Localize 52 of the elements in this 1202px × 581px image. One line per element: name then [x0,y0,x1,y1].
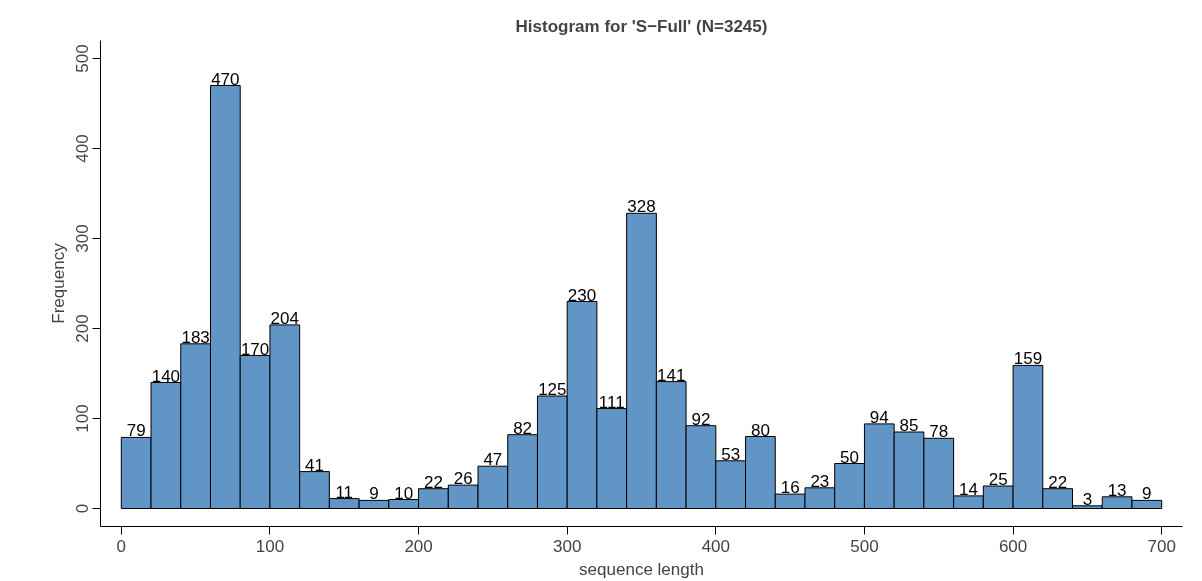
x-tick-label: 200 [404,536,433,556]
chart-title: Histogram for 'S−Full' (N=3245) [515,16,768,36]
data-label: 50 [840,447,860,467]
data-label: 25 [988,470,1008,489]
data-label: 13 [1107,480,1127,500]
data-label: 92 [691,409,711,429]
data-label: 79 [126,421,146,441]
data-label: 10 [394,483,414,503]
x-axis-title: sequence length [579,559,704,579]
y-tick-label: 400 [72,134,92,163]
data-label: 41 [305,455,324,475]
data-label: 170 [240,339,270,359]
x-tick-label: 300 [553,536,582,556]
data-label: 9 [1142,484,1152,504]
data-label: 85 [899,416,919,435]
data-label: 23 [810,471,830,491]
data-label: 47 [483,450,503,470]
data-label: 26 [453,469,473,489]
data-label: 80 [750,420,770,440]
data-label: 125 [538,380,567,399]
data-label: 183 [181,327,210,347]
data-label: 78 [929,422,949,442]
data-label: 3 [1082,489,1093,509]
data-label: 328 [627,197,656,217]
y-tick-label: 500 [72,44,92,73]
x-tick-label: 100 [255,536,285,556]
data-label: 16 [780,478,800,498]
y-tick-label: 200 [72,314,92,343]
data-label: 9 [369,484,379,504]
data-label: 82 [513,418,533,438]
data-label: 470 [211,69,240,89]
x-tick-label: 500 [850,536,879,556]
data-label: 14 [959,479,978,499]
data-label: 22 [423,472,443,492]
x-tick-label: 700 [1147,536,1176,556]
data-label: 94 [869,407,889,427]
data-label: 11 [335,482,354,502]
y-tick-label: 300 [72,224,92,253]
y-axis-title: Frequency [48,242,68,324]
data-label: 204 [270,308,299,328]
data-label: 53 [721,444,741,464]
y-tick-label: 0 [72,503,92,514]
data-label: 140 [151,366,181,386]
data-label: 159 [1013,349,1043,369]
y-tick-label: 100 [72,404,92,433]
data-label: 230 [567,285,597,305]
data-label: 111 [598,392,625,412]
data-label: 141 [657,365,686,385]
x-tick-label: 400 [701,536,731,556]
x-tick-label: 600 [998,536,1028,556]
x-tick-label: 0 [116,536,127,556]
data-label: 22 [1048,472,1068,492]
